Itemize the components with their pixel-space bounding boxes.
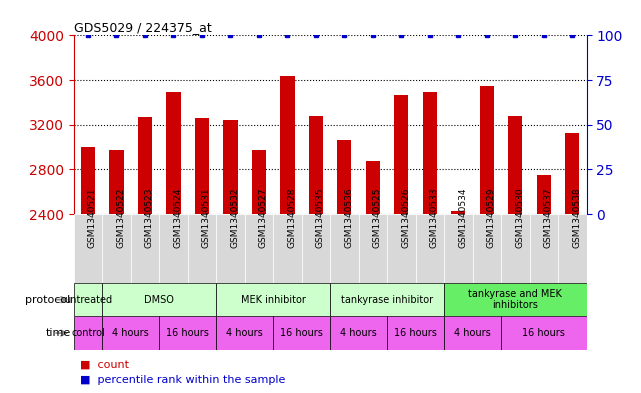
Bar <box>415 214 444 283</box>
Bar <box>309 116 323 214</box>
Bar <box>330 283 444 316</box>
Bar <box>529 214 558 283</box>
Bar <box>102 316 159 350</box>
Text: GSM1340527: GSM1340527 <box>259 187 268 248</box>
Text: MEK inhibitor: MEK inhibitor <box>241 295 306 305</box>
Bar <box>273 214 302 283</box>
Bar <box>422 92 437 214</box>
Text: GSM1340525: GSM1340525 <box>373 187 382 248</box>
Bar <box>558 214 587 283</box>
Text: DMSO: DMSO <box>144 295 174 305</box>
Text: 16 hours: 16 hours <box>166 328 209 338</box>
Bar <box>501 214 529 283</box>
Bar <box>216 214 245 283</box>
Text: GSM1340523: GSM1340523 <box>145 187 154 248</box>
Text: GSM1340534: GSM1340534 <box>458 187 467 248</box>
Text: GSM1340533: GSM1340533 <box>430 187 439 248</box>
Bar <box>444 283 587 316</box>
Text: untreated: untreated <box>64 295 112 305</box>
Bar <box>223 120 238 214</box>
Bar <box>245 214 273 283</box>
Bar <box>74 316 102 350</box>
Bar <box>358 214 387 283</box>
Bar <box>501 316 587 350</box>
Text: 4 hours: 4 hours <box>340 328 377 338</box>
Bar <box>444 316 501 350</box>
Bar <box>451 211 465 214</box>
Bar <box>195 118 209 214</box>
Text: GDS5029 / 224375_at: GDS5029 / 224375_at <box>74 21 212 34</box>
Bar <box>166 92 181 214</box>
Bar <box>330 316 387 350</box>
Text: control: control <box>71 328 105 338</box>
Bar <box>110 151 124 214</box>
Bar <box>188 214 216 283</box>
Bar <box>159 316 216 350</box>
Bar <box>131 214 159 283</box>
Bar <box>387 214 415 283</box>
Text: protocol: protocol <box>25 295 71 305</box>
Text: 4 hours: 4 hours <box>226 328 263 338</box>
Text: tankyrase inhibitor: tankyrase inhibitor <box>341 295 433 305</box>
Bar <box>337 140 351 214</box>
Text: tankyrase and MEK
inhibitors: tankyrase and MEK inhibitors <box>469 289 562 310</box>
Text: 4 hours: 4 hours <box>454 328 491 338</box>
Bar <box>508 116 522 214</box>
Bar <box>273 316 330 350</box>
Text: 16 hours: 16 hours <box>394 328 437 338</box>
Bar <box>280 75 294 214</box>
Text: time: time <box>46 328 71 338</box>
Bar <box>565 132 579 214</box>
Bar <box>102 283 216 316</box>
Text: GSM1340529: GSM1340529 <box>487 187 495 248</box>
Bar <box>138 117 152 214</box>
Bar <box>74 214 102 283</box>
Text: GSM1340521: GSM1340521 <box>88 187 97 248</box>
Bar <box>159 214 188 283</box>
Bar <box>302 214 330 283</box>
Bar <box>387 316 444 350</box>
Bar <box>81 147 95 214</box>
Bar <box>537 175 551 214</box>
Text: GSM1340528: GSM1340528 <box>287 187 296 248</box>
Bar <box>216 316 273 350</box>
Bar <box>394 95 408 214</box>
Text: GSM1340530: GSM1340530 <box>515 187 524 248</box>
Bar <box>216 283 330 316</box>
Text: 4 hours: 4 hours <box>112 328 149 338</box>
Text: GSM1340537: GSM1340537 <box>544 187 553 248</box>
Bar <box>479 86 494 214</box>
Text: ■  count: ■ count <box>80 360 129 369</box>
Bar <box>74 283 102 316</box>
Bar <box>102 214 131 283</box>
Bar <box>472 214 501 283</box>
Text: ■  percentile rank within the sample: ■ percentile rank within the sample <box>80 375 285 385</box>
Bar <box>444 214 472 283</box>
Text: GSM1340535: GSM1340535 <box>316 187 325 248</box>
Text: GSM1340536: GSM1340536 <box>344 187 353 248</box>
Text: GSM1340522: GSM1340522 <box>117 187 126 248</box>
Text: GSM1340531: GSM1340531 <box>202 187 211 248</box>
Text: 16 hours: 16 hours <box>522 328 565 338</box>
Text: GSM1340538: GSM1340538 <box>572 187 581 248</box>
Bar <box>366 160 380 214</box>
Text: GSM1340532: GSM1340532 <box>230 187 239 248</box>
Text: GSM1340526: GSM1340526 <box>401 187 410 248</box>
Bar <box>330 214 358 283</box>
Bar <box>252 151 266 214</box>
Text: 16 hours: 16 hours <box>280 328 323 338</box>
Text: GSM1340524: GSM1340524 <box>174 187 183 248</box>
